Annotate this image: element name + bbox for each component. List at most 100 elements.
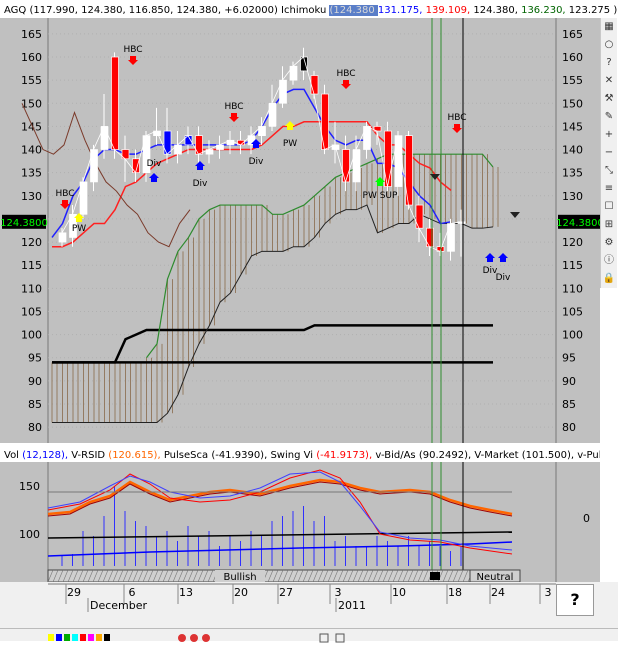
candle-body xyxy=(111,56,119,150)
regime-hatch xyxy=(407,569,414,582)
div-label: Div xyxy=(496,273,511,283)
regime-hatch xyxy=(332,569,339,582)
candle-body xyxy=(415,204,424,229)
regime-hatch xyxy=(302,569,309,582)
color-swatch[interactable] xyxy=(48,634,54,641)
indicator-readout: V-Market xyxy=(474,450,522,461)
last-price-box-right xyxy=(558,214,602,229)
time-axis-background xyxy=(0,582,618,628)
regime-hatch xyxy=(162,569,169,582)
last-price-label-right: 124.3800 xyxy=(556,218,604,229)
tools-icon[interactable]: ⚒ xyxy=(604,93,614,104)
price-tick-label-left: 105 xyxy=(21,305,42,318)
regime-hatch xyxy=(422,569,429,582)
indicator-readout: (-41.9390), xyxy=(211,450,271,461)
regime-hatch xyxy=(147,569,154,582)
lock-icon[interactable]: 🔒 xyxy=(602,273,616,284)
resize-icon[interactable]: ⤡ xyxy=(605,165,613,176)
indicator-left-axis xyxy=(0,462,48,582)
circle-icon[interactable]: ○ xyxy=(604,39,614,50)
indicator-chart[interactable]: 150 100 0 Bullish Neutral xyxy=(0,462,618,582)
regime-hatch xyxy=(137,569,144,582)
date-tick-label: 13 xyxy=(179,586,193,599)
regime-hatch xyxy=(357,569,364,582)
help-icon[interactable]: ? xyxy=(606,57,612,68)
regime-hatch xyxy=(132,569,139,582)
indicator-readout: (120.615), xyxy=(108,450,164,461)
price-tick-label-left: 95 xyxy=(28,352,42,365)
record-icon[interactable] xyxy=(190,634,198,642)
indicator-readout: v-Bid/As xyxy=(375,450,419,461)
grid-icon[interactable]: ▦ xyxy=(604,21,614,32)
candle-body xyxy=(300,56,308,72)
price-tick-label-left: 80 xyxy=(28,421,42,434)
candle-body xyxy=(69,213,77,238)
color-swatch[interactable] xyxy=(88,634,94,641)
regime-hatch xyxy=(397,569,404,582)
hbc-label: HBC xyxy=(336,69,355,79)
status-bar-icons xyxy=(48,633,345,643)
regime-hatch xyxy=(192,569,199,582)
help-button[interactable]: ? xyxy=(556,584,594,616)
price-tick-label-right: 105 xyxy=(562,305,583,318)
indicator-readout: (90.2492), xyxy=(418,450,475,461)
cursor-icon[interactable]: ✎ xyxy=(604,111,614,122)
down-arrow-icon xyxy=(341,80,351,89)
record-icon[interactable] xyxy=(202,634,210,642)
zoom-out-icon[interactable]: − xyxy=(604,147,614,158)
indicator-value: 139.109, xyxy=(425,5,474,16)
regime-hatch xyxy=(112,569,119,582)
down-arrow-icon xyxy=(60,200,70,209)
indicator-pane-info-bar: Vol (12,128), V-RSID (120.615), PulseSca… xyxy=(4,450,600,464)
lower-tick-left: 150 xyxy=(19,480,40,493)
grid-small-icon[interactable]: ⊞ xyxy=(604,219,614,230)
regime-hatch xyxy=(197,569,204,582)
candle-body xyxy=(100,126,109,150)
regime-hatch xyxy=(457,569,464,582)
price-tick-label-right: 135 xyxy=(562,167,583,180)
color-swatch[interactable] xyxy=(64,634,70,641)
indicator-value: 136.230, xyxy=(521,5,569,16)
price-chart[interactable]: 165 165 160 160 155 155 150 150 145 145 140 140 135 1… xyxy=(0,18,618,443)
pw-sup-label: PW SUP xyxy=(363,191,398,201)
candle-body xyxy=(268,102,277,127)
hbc-label: HBC xyxy=(55,189,74,199)
regime-hatch xyxy=(362,569,369,582)
regime-hatch xyxy=(57,569,64,582)
regime-hatch xyxy=(77,569,84,582)
regime-hatch xyxy=(442,569,449,582)
v-market-line xyxy=(47,531,513,539)
price-tick-label-left: 130 xyxy=(21,190,42,203)
price-tick-label-right: 160 xyxy=(562,51,583,64)
date-tick-label: 20 xyxy=(234,586,248,599)
color-swatch[interactable] xyxy=(96,634,102,641)
pw-label: PW xyxy=(283,139,297,149)
regime-hatch xyxy=(182,569,189,582)
zoom-in-icon[interactable]: + xyxy=(604,129,614,140)
date-tick-label: 29 xyxy=(67,586,81,599)
color-swatch[interactable] xyxy=(72,634,78,641)
up-arrow-icon xyxy=(498,253,508,262)
bullish-label: Bullish xyxy=(223,572,256,582)
color-swatch[interactable] xyxy=(56,634,62,641)
regime-hatch xyxy=(187,569,194,582)
price-tick-label-left: 100 xyxy=(21,329,42,342)
checkbox-icon[interactable]: ☐ xyxy=(604,201,614,212)
month-label: 2011 xyxy=(338,599,366,612)
record-icon[interactable] xyxy=(178,634,186,642)
window-icon[interactable] xyxy=(319,633,329,643)
close-line xyxy=(61,56,462,252)
hbc-label: HBC xyxy=(224,102,243,112)
color-swatch[interactable] xyxy=(80,634,86,641)
color-swatch[interactable] xyxy=(104,634,110,641)
settings-icon[interactable]: ⚙ xyxy=(604,237,614,248)
close-icon[interactable]: ✕ xyxy=(604,75,614,86)
price-tick-label-right: 165 xyxy=(562,28,583,41)
info-icon[interactable]: ⓘ xyxy=(604,255,614,266)
window-icon[interactable] xyxy=(335,633,345,643)
hbc-label: HBC xyxy=(123,45,142,55)
menu-icon[interactable]: ≡ xyxy=(604,183,614,194)
price-tick-label-left: 140 xyxy=(21,144,42,157)
price-tick-label-left: 155 xyxy=(21,74,42,87)
regime-hatch xyxy=(52,569,59,582)
